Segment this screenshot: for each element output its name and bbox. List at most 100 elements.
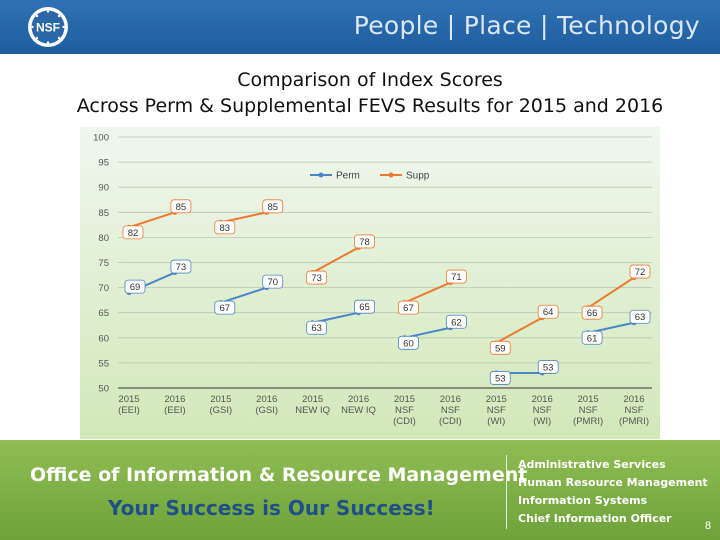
data-label: 78 xyxy=(359,237,370,248)
data-label-box xyxy=(489,371,511,385)
data-label-box xyxy=(124,279,146,294)
data-label-box xyxy=(398,300,419,315)
data-label: 73 xyxy=(176,262,187,273)
data-label: 63 xyxy=(311,323,322,334)
data-label: 61 xyxy=(587,333,598,344)
x-tick-label-line: NSF xyxy=(395,405,414,416)
x-tick-label: 2015 NSF (CDI) xyxy=(393,394,416,427)
x-tick-label-line: NEW IQ xyxy=(341,405,376,416)
department-item: Information Systems xyxy=(518,494,648,507)
x-tick-label-line: 2015 xyxy=(118,394,139,405)
x-tick-label-line: 2015 xyxy=(486,394,507,405)
x-tick-label-line: (PMRI) xyxy=(619,416,649,427)
x-tick-label-line: 2015 xyxy=(302,394,323,405)
x-tick-label-line: (CDI) xyxy=(439,416,462,427)
data-label: 59 xyxy=(495,343,506,354)
data-label-box xyxy=(489,340,511,355)
x-tick-label-line: NEW IQ xyxy=(295,405,330,416)
data-label-box xyxy=(354,234,375,249)
data-label: 72 xyxy=(635,267,646,278)
x-tick-label-line: NSF xyxy=(487,405,506,416)
y-tick-label: 95 xyxy=(98,158,109,169)
x-tick-label: 2015 NEW IQ xyxy=(295,394,330,416)
x-tick-label-line: NSF xyxy=(579,405,598,416)
x-tick-label: 2016 NSF (CDI) xyxy=(439,394,462,427)
title-line-2: Across Perm & Supplemental FEVS Results … xyxy=(76,95,664,117)
motto: Your Success is Our Success! xyxy=(108,496,435,520)
data-label: 67 xyxy=(220,303,231,314)
x-tick-label-line: (WI) xyxy=(533,416,551,427)
x-tick-label: 2016 NEW IQ xyxy=(341,394,376,416)
x-tick-label-line: NSF xyxy=(441,405,460,416)
data-label-box xyxy=(354,299,375,314)
data-label-box xyxy=(581,305,603,320)
data-label: 83 xyxy=(220,223,231,234)
x-tick-label-line: 2015 xyxy=(578,394,599,405)
data-label: 66 xyxy=(587,308,598,319)
department-item: Chief Information Officer xyxy=(518,512,672,525)
header-tagline: People | Place | Technology xyxy=(353,11,700,40)
department-item: Human Resource Management xyxy=(518,476,708,489)
legend-marker-perm xyxy=(318,172,324,178)
data-label: 67 xyxy=(403,303,414,314)
data-label: 65 xyxy=(359,302,370,313)
x-tick-label-line: 2016 xyxy=(440,394,461,405)
footer-divider xyxy=(506,455,507,529)
x-tick-label-line: 2016 xyxy=(164,394,185,405)
legend-label-perm: Perm xyxy=(336,171,360,182)
y-tick-label: 55 xyxy=(98,358,109,369)
department-item: Administrative Services xyxy=(518,458,666,471)
x-tick-label: 2015 NSF (PMRI) xyxy=(573,394,603,427)
x-tick-label-line: 2016 xyxy=(532,394,553,405)
x-tick-label-line: (CDI) xyxy=(393,416,416,427)
data-label: 62 xyxy=(451,317,462,328)
data-label-box xyxy=(629,309,651,324)
data-label-box xyxy=(306,270,328,285)
y-tick-label: 60 xyxy=(98,333,109,344)
legend-marker-supp xyxy=(388,172,394,178)
y-tick-label: 85 xyxy=(98,208,109,219)
office-name: Office of Information & Resource Managem… xyxy=(30,464,528,486)
title-line-1: Comparison of Index Scores xyxy=(237,69,503,91)
series-line-supp xyxy=(404,281,451,304)
x-tick-label: 2016 (GSI) xyxy=(255,394,278,416)
nsf-logo-icon: NSF xyxy=(28,7,68,47)
legend-label-supp: Supp xyxy=(406,171,430,182)
slide-title: Comparison of Index Scores Across Perm &… xyxy=(0,67,720,119)
data-label: 69 xyxy=(130,282,141,293)
page-number: 8 xyxy=(705,520,712,532)
x-tick-label-line: (GSI) xyxy=(255,405,278,416)
y-tick-label: 50 xyxy=(98,384,109,395)
data-label-box xyxy=(262,274,284,289)
series-line-supp xyxy=(495,316,543,344)
y-tick-label: 70 xyxy=(98,283,109,294)
data-label-box xyxy=(398,335,419,350)
x-tick-label-line: NSF xyxy=(625,405,644,416)
x-tick-label-line: 2015 xyxy=(210,394,231,405)
department-list: Administrative Services Human Resource M… xyxy=(518,456,708,528)
data-label-box xyxy=(170,199,192,214)
x-tick-label-line: (EEI) xyxy=(164,405,186,416)
chart-background xyxy=(80,127,660,439)
data-label: 63 xyxy=(635,312,646,323)
data-label-box xyxy=(581,330,603,345)
data-label: 85 xyxy=(267,202,278,213)
data-label: 85 xyxy=(176,202,187,213)
data-label-box xyxy=(445,314,467,329)
x-tick-label: 2016 NSF (PMRI) xyxy=(619,394,649,427)
data-label: 73 xyxy=(311,273,322,284)
header-bar: NSF People | Place | Technology xyxy=(0,0,720,54)
data-label: 82 xyxy=(128,228,139,239)
data-label-box xyxy=(170,259,192,274)
x-tick-label-line: 2016 xyxy=(256,394,277,405)
series-line-supp xyxy=(128,211,176,229)
x-tick-label: 2016 NSF (WI) xyxy=(532,394,553,427)
x-tick-label: 2015 (EEI) xyxy=(118,394,140,416)
y-tick-label: 75 xyxy=(98,258,109,269)
x-tick-label-line: NSF xyxy=(533,405,552,416)
x-tick-label-line: 2016 xyxy=(623,394,644,405)
x-tick-label: 2015 (GSI) xyxy=(209,394,232,416)
series-line-supp xyxy=(587,276,635,309)
y-tick-label: 65 xyxy=(98,308,109,319)
